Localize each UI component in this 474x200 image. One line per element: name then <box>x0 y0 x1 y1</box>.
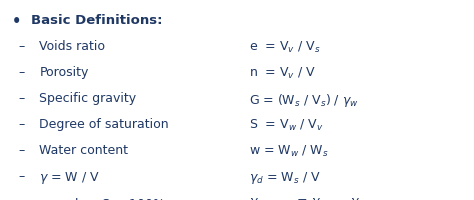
Text: S  = V$_w$ / V$_v$: S = V$_w$ / V$_v$ <box>249 118 323 133</box>
Text: $\gamma_{buoyant}$ = $\gamma_{sat}$ $-$ $\gamma_w$: $\gamma_{buoyant}$ = $\gamma_{sat}$ $-$ … <box>249 196 367 200</box>
Text: –: – <box>18 144 24 157</box>
Text: –: – <box>18 92 24 105</box>
Text: $\gamma$ = W / V: $\gamma$ = W / V <box>39 170 100 186</box>
Text: –: – <box>18 66 24 79</box>
Text: –: – <box>18 118 24 131</box>
Text: $\gamma_{sat}$ when S = 100%: $\gamma_{sat}$ when S = 100% <box>39 196 165 200</box>
Text: G = (W$_s$ / V$_s$) / $\gamma_w$: G = (W$_s$ / V$_s$) / $\gamma_w$ <box>249 92 358 109</box>
Text: –: – <box>18 196 24 200</box>
Text: –: – <box>18 40 24 53</box>
Text: –: – <box>18 170 24 183</box>
Text: n  = V$_v$ / V: n = V$_v$ / V <box>249 66 316 81</box>
Text: w = W$_w$ / W$_s$: w = W$_w$ / W$_s$ <box>249 144 328 159</box>
Text: Voids ratio: Voids ratio <box>39 40 105 53</box>
Text: Specific gravity: Specific gravity <box>39 92 137 105</box>
Text: Basic Definitions:: Basic Definitions: <box>31 14 162 27</box>
Text: Water content: Water content <box>39 144 128 157</box>
Text: •: • <box>12 14 21 29</box>
Text: Degree of saturation: Degree of saturation <box>39 118 169 131</box>
Text: $\gamma_d$ = W$_s$ / V: $\gamma_d$ = W$_s$ / V <box>249 170 320 186</box>
Text: Porosity: Porosity <box>39 66 89 79</box>
Text: e  = V$_v$ / V$_s$: e = V$_v$ / V$_s$ <box>249 40 320 55</box>
